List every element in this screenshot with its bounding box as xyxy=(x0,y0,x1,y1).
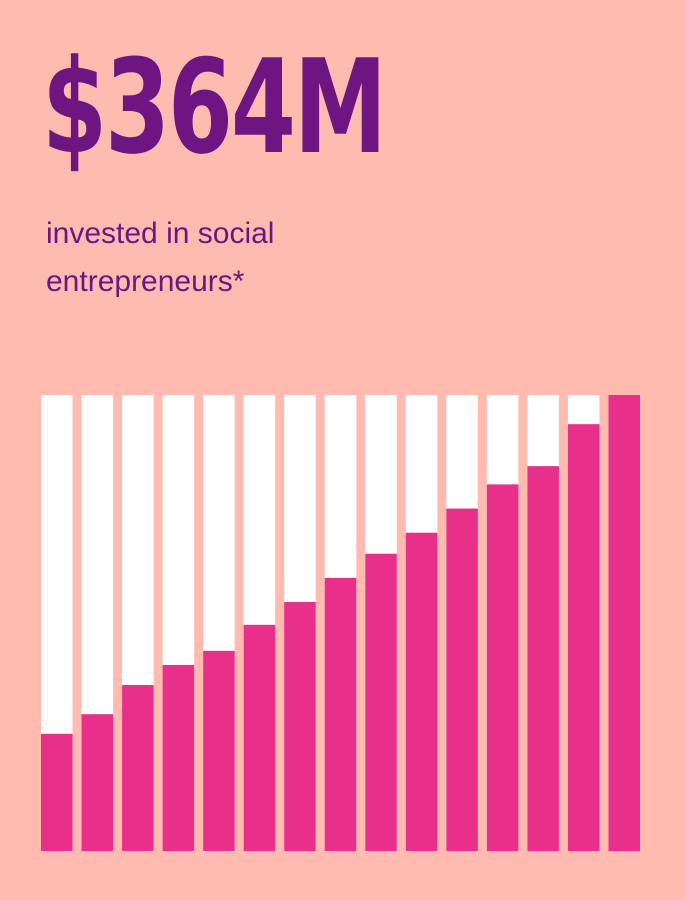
bar xyxy=(122,685,154,851)
headline-amount: $364M xyxy=(42,31,387,183)
bar xyxy=(243,624,276,851)
bar xyxy=(41,733,73,851)
bar xyxy=(365,553,397,851)
bar xyxy=(446,508,478,851)
bar xyxy=(527,466,559,851)
headline-description: invested in social entrepreneurs* xyxy=(46,217,275,298)
bar xyxy=(203,650,235,851)
bar xyxy=(608,395,640,851)
bar xyxy=(405,532,438,851)
bar xyxy=(284,602,316,851)
bar xyxy=(162,664,195,851)
bar xyxy=(567,424,600,851)
bar xyxy=(81,714,114,851)
bar xyxy=(324,577,357,851)
bar xyxy=(486,484,519,851)
